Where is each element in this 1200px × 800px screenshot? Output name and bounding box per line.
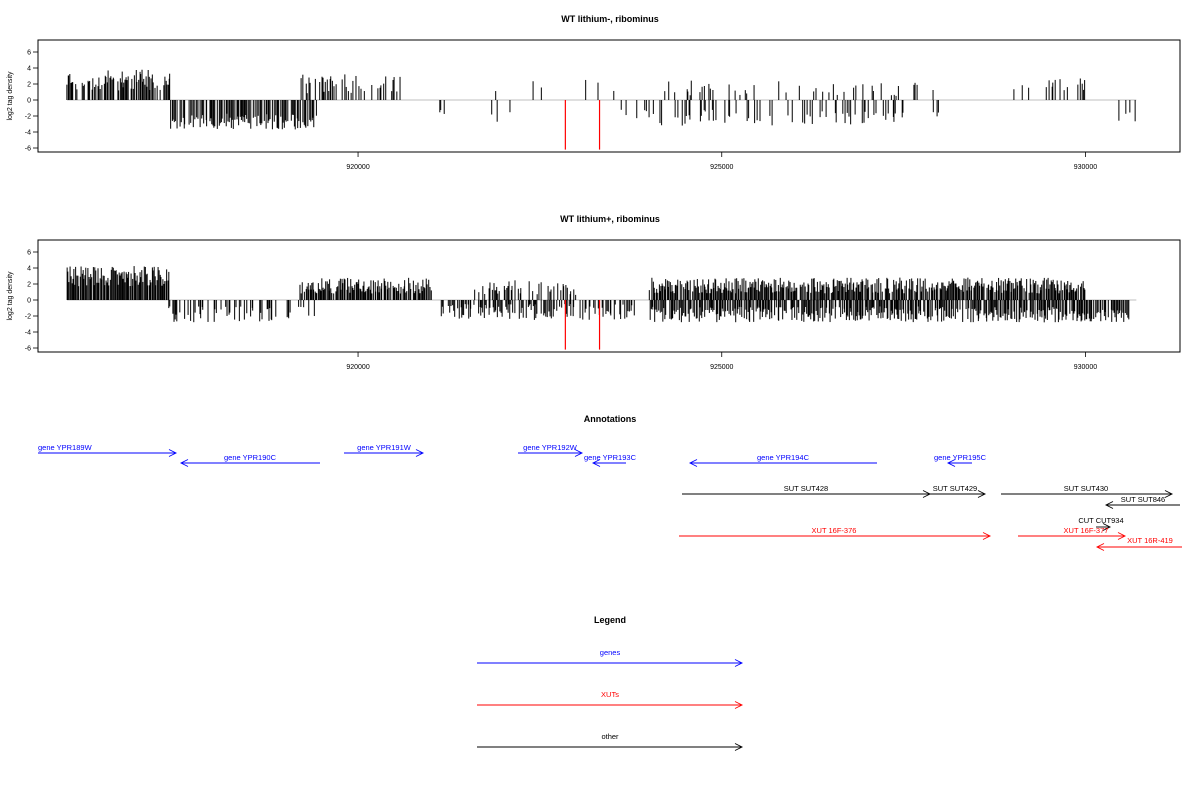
panel-2-x-axis: 920000 925000 930000 xyxy=(346,352,1097,371)
annotation-arrow-head xyxy=(1102,523,1112,531)
annotation-label: XUT 16R-419 xyxy=(1127,536,1173,545)
y-tick-label: 4 xyxy=(27,266,31,273)
annotation-arrow-head xyxy=(415,449,425,457)
y-tick-label: 0 xyxy=(27,298,31,305)
annotation-label: gene YPR189W xyxy=(38,443,93,452)
panel-1-ylabel: log2 tag density xyxy=(7,71,14,121)
annotations-title: Annotations xyxy=(584,414,637,424)
y-tick-label: -2 xyxy=(25,314,31,321)
annotation-arrow-head xyxy=(179,459,189,467)
annotation-label: XUT 16F-376 xyxy=(812,526,857,535)
legend-label: genes xyxy=(600,648,621,657)
panel-1-x-axis: 920000 925000 930000 xyxy=(346,152,1097,171)
annotation-label: SUT SUT846 xyxy=(1121,495,1165,504)
annotation-label: gene YPR190C xyxy=(224,453,277,462)
annotation-label: SUT SUT430 xyxy=(1064,484,1108,493)
annotation-arrow-head xyxy=(168,449,178,457)
annotation-arrow-head xyxy=(1117,532,1127,540)
x-tick-label: 930000 xyxy=(1074,164,1097,171)
legend-arrow-head xyxy=(734,659,744,667)
y-tick-label: 2 xyxy=(27,282,31,289)
legend-panel: Legend genes XUTs other xyxy=(477,615,744,751)
annotation-arrow-head xyxy=(1164,490,1174,498)
y-tick-label: -4 xyxy=(25,130,31,137)
panel-2-frame xyxy=(37,239,1181,353)
y-tick-label: 2 xyxy=(27,82,31,89)
y-tick-label: 6 xyxy=(27,50,31,57)
legend-arrow-head xyxy=(734,743,744,751)
annotation-arrow-head xyxy=(591,459,601,467)
legend-title: Legend xyxy=(594,615,626,625)
annotation-label: XUT 16F-377 xyxy=(1064,526,1109,535)
legend-arrow-head xyxy=(734,701,744,709)
panel-2-ylabel: log2 tag density xyxy=(7,271,14,321)
panel-1-frame xyxy=(37,39,1181,153)
panel-1-bars xyxy=(66,69,1137,150)
legend-label: XUTs xyxy=(601,690,619,699)
annotation-arrow-head xyxy=(574,449,584,457)
annotation-label: gene YPR195C xyxy=(934,453,987,462)
annotation-arrow-head xyxy=(688,459,698,467)
annotation-label: SUT SUT429 xyxy=(933,484,977,493)
x-tick-label: 920000 xyxy=(346,364,369,371)
y-tick-label: -4 xyxy=(25,330,31,337)
x-tick-label: 925000 xyxy=(710,164,733,171)
legend-items: genes XUTs other xyxy=(477,648,744,751)
x-tick-label: 925000 xyxy=(710,364,733,371)
y-tick-label: -6 xyxy=(25,146,31,153)
y-tick-label: -6 xyxy=(25,346,31,353)
annotation-arrow-head xyxy=(982,532,992,540)
annotation-arrow-head xyxy=(946,459,956,467)
x-tick-label: 930000 xyxy=(1074,364,1097,371)
annotation-label: gene YPR194C xyxy=(757,453,810,462)
track-panel-2: WT lithium+, ribominus log2 tag density … xyxy=(7,214,1181,371)
annotation-arrow-head xyxy=(977,490,987,498)
annotation-label: gene YPR191W xyxy=(357,443,412,452)
panel-2-title: WT lithium+, ribominus xyxy=(560,214,660,224)
annotation-arrow-head xyxy=(1104,501,1114,509)
annotation-label: SUT SUT428 xyxy=(784,484,828,493)
panel-1-y-axis: -6 -4 -2 0 2 4 6 xyxy=(25,50,38,153)
y-tick-label: -2 xyxy=(25,114,31,121)
panel-2-y-axis: -6 -4 -2 0 2 4 6 xyxy=(25,250,38,353)
y-tick-label: 0 xyxy=(27,98,31,105)
legend-label: other xyxy=(601,732,619,741)
x-tick-label: 920000 xyxy=(346,164,369,171)
annotation-label: CUT CUT934 xyxy=(1078,516,1123,525)
y-tick-label: 4 xyxy=(27,66,31,73)
track-panel-1: WT lithium-, ribominus log2 tag density … xyxy=(7,14,1181,171)
panel-1-title: WT lithium-, ribominus xyxy=(561,14,659,24)
panel-2-bars xyxy=(66,266,1137,350)
annotation-arrow-head xyxy=(1095,543,1105,551)
annotation-label: gene YPR192W xyxy=(523,443,578,452)
y-tick-label: 6 xyxy=(27,250,31,257)
annotation-arrows: gene YPR189W gene YPR190C gene YPR191W gene… xyxy=(38,443,1182,551)
annotation-label: gene YPR193C xyxy=(584,453,637,462)
